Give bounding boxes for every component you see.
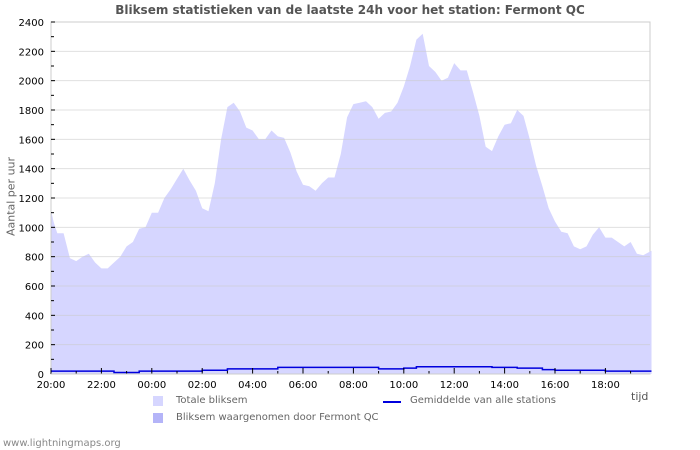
y-tick-label: 2000	[19, 77, 44, 88]
total-lightning-area	[51, 33, 652, 374]
x-tick-label: 04:00	[238, 380, 267, 391]
y-tick-label: 1000	[19, 223, 44, 234]
legend-item-total: Totale bliksem	[153, 395, 353, 409]
y-tick-label: 2200	[19, 47, 44, 58]
x-tick-label: 12:00	[440, 380, 469, 391]
legend-line-average	[383, 401, 401, 403]
y-tick-label: 400	[25, 311, 44, 322]
x-tick-label: 08:00	[339, 380, 368, 391]
y-tick-label: 1200	[19, 194, 44, 205]
x-axis-unit-label: tijd	[631, 390, 649, 403]
legend-swatch-station	[153, 413, 163, 423]
y-tick-label: 2400	[19, 18, 44, 29]
legend-label-station: Bliksem waargenomen door Fermont QC	[176, 412, 379, 423]
y-tick-label: 800	[25, 253, 44, 264]
legend-item-station: Bliksem waargenomen door Fermont QC	[153, 412, 403, 426]
x-tick-label: 18:00	[591, 380, 620, 391]
legend-label-total: Totale bliksem	[176, 395, 248, 406]
source-footer: www.lightningmaps.org	[3, 438, 121, 449]
y-tick-label: 1600	[19, 135, 44, 146]
y-tick-label: 200	[25, 341, 44, 352]
legend-swatch-total	[153, 396, 163, 406]
y-tick-label: 1800	[19, 106, 44, 117]
x-tick-label: 06:00	[289, 380, 318, 391]
x-tick-label: 14:00	[490, 380, 519, 391]
x-tick-label: 00:00	[137, 380, 166, 391]
chart-title: Bliksem statistieken van de laatste 24h …	[115, 3, 585, 17]
average-all-stations-line	[51, 365, 652, 374]
y-tick-label: 1400	[19, 165, 44, 176]
y-tick-label: 0	[38, 370, 44, 381]
x-tick-label: 22:00	[87, 380, 116, 391]
y-tick-label: 600	[25, 282, 44, 293]
legend-label-average: Gemiddelde van alle stations	[410, 395, 556, 406]
legend-item-average: Gemiddelde van alle stations	[383, 395, 603, 409]
x-tick-label: 02:00	[188, 380, 217, 391]
x-tick-label: 16:00	[541, 380, 570, 391]
x-tick-label: 20:00	[37, 380, 66, 391]
x-tick-label: 10:00	[389, 380, 418, 391]
